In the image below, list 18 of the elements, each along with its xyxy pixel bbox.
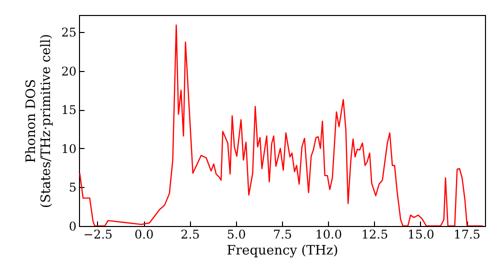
line-series [79, 24, 484, 226]
x-axis-title: Frequency (THz) [226, 244, 338, 258]
x-tick-label: 2.5 [180, 228, 200, 242]
x-tick-label: 5.0 [226, 228, 246, 242]
x-tick-label: 0.0 [134, 228, 154, 242]
y-tick-label: 5 [68, 180, 76, 195]
x-tick-label: 7.5 [272, 228, 292, 242]
y-axis-title: Phonon DOS (States/THz·primitive cell) [24, 34, 54, 208]
x-tick-label: 15.0 [408, 228, 434, 242]
y-tick-label: 10 [61, 142, 76, 156]
y-tick-label: 15 [61, 103, 76, 118]
x-tick-label: 17.5 [454, 228, 480, 242]
y-tick-label: 25 [61, 26, 76, 40]
y-tick-label: 0 [68, 220, 76, 234]
x-tick-label: 12.5 [361, 228, 388, 242]
x-tick-label: −2.5 [83, 228, 113, 242]
x-tick-label: 10.0 [315, 228, 342, 242]
y-tick-label: 20 [61, 64, 76, 78]
